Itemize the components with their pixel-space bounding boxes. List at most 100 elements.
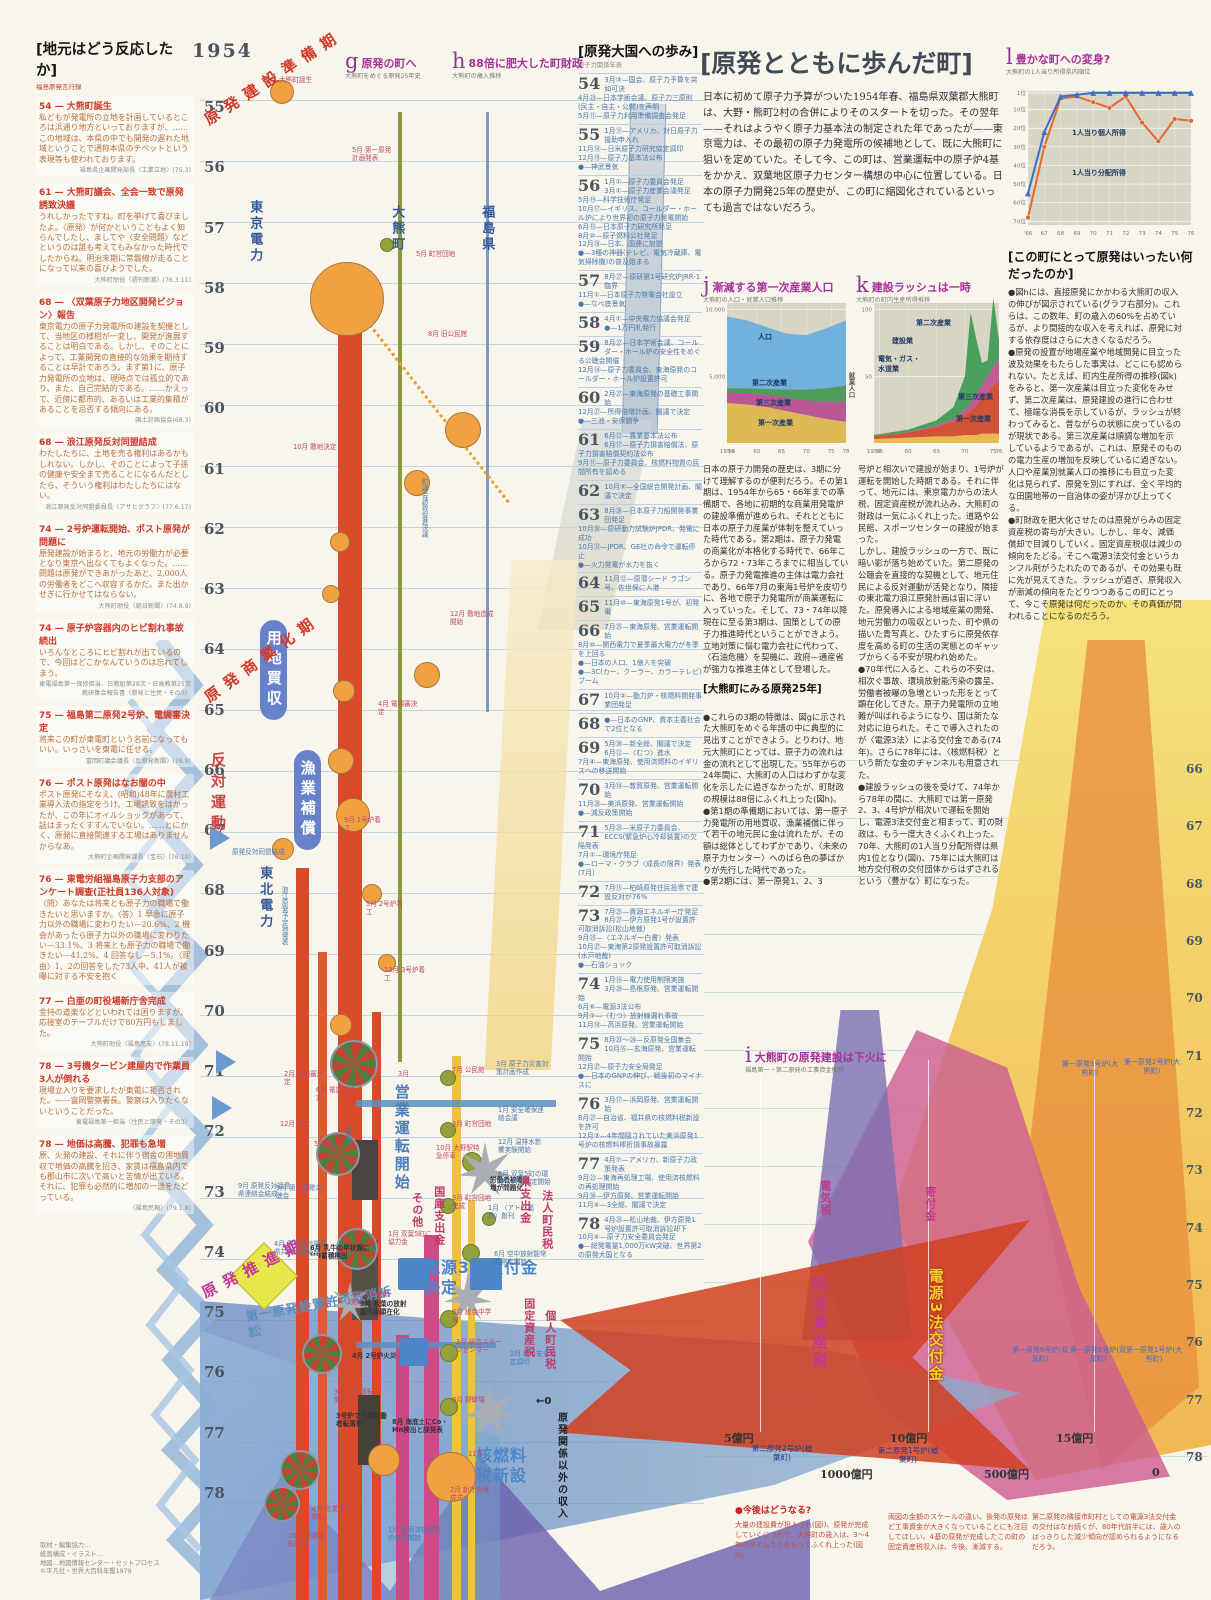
- year-tick: 76: [204, 1363, 225, 1382]
- chronology-year: 58: [578, 313, 601, 333]
- chronology-items: 4月㉕—松山地裁、伊方原発1号炉設置許可取消訴訟却下 10月④—原子力安全委員会…: [578, 1215, 702, 1260]
- central-label: 原発関係以外の収入: [555, 1412, 567, 1520]
- year-tick: 64: [204, 640, 225, 659]
- figure-k-title: 建設ラッシュは一時: [871, 281, 971, 294]
- chronology-items: 8月㉗—原研第1号研究炉JRR-1臨界 11月①—日本原子力発電会社設立 ●—な…: [578, 273, 701, 309]
- quote-source: 富岡町議会議長〈反原発新聞〉(78.9): [85, 757, 191, 765]
- quote-source: 大熊町企画開発課長〈宝石〉(76.10): [88, 854, 191, 862]
- figure-h-subtitle: 大熊町の歳入推移: [452, 73, 502, 80]
- central-mark: [398, 1258, 430, 1290]
- quote-source: 国土計画協会(68.3): [135, 417, 191, 425]
- chronology-year: 63: [578, 504, 601, 524]
- article-section2-text: ●これらの3期の特徴は、図gに示された大熊町をめぐる年譜の中に典型的に見出すこと…: [703, 711, 848, 887]
- central-label: 2月 新庁舎落成式: [450, 1486, 490, 1503]
- left-column-title: [地元はどう反応したか]: [36, 42, 174, 79]
- central-mark: [440, 1310, 458, 1328]
- okuma-town-line: [398, 112, 402, 1062]
- year-tick: 71: [1186, 1048, 1203, 1063]
- article-col1-text: 日本の原子力開発の歴史は、3期に分けて理解するのが便利だろう。その第1期は、19…: [703, 463, 849, 675]
- quote-heading: 68 — 〈双葉原子力地区開発ビジョン〉報告: [39, 297, 184, 321]
- central-label: 3月 町営団地: [452, 1120, 492, 1128]
- svg-text:75: 75: [990, 449, 998, 455]
- central-label: 法人町民税: [540, 1190, 554, 1250]
- year-tick: 76: [1186, 1335, 1203, 1350]
- central-label: 1月 安全確保連絡会議: [498, 1106, 544, 1123]
- figure-j-letter: j: [703, 273, 710, 297]
- year-tick: 77: [1186, 1392, 1203, 1407]
- central-label: 原発反対同盟結成: [232, 848, 285, 856]
- quote-heading: 74 — 原子炉容器内のヒビ割れ事故続出: [39, 623, 184, 647]
- year-tick: 78: [1186, 1449, 1203, 1464]
- year-tick: 62: [204, 519, 225, 538]
- figure-h-letter: h: [452, 49, 466, 73]
- money-label: 第二原発1号炉(楢葉町): [877, 1446, 939, 1465]
- chronology-entry: 60 2月㉗—東海原発の基礎工事開始 12月㉗—所得倍増計画、閣議で決定 ●—三…: [578, 387, 702, 429]
- svg-text:50: 50: [865, 374, 873, 380]
- chronology-entry: 61 6月⑫—農業基本法公布 6月⑰—原子力損害賠償法、原子力損害賠償契約法公布…: [578, 428, 702, 480]
- svg-text:50位: 50位: [1013, 180, 1026, 188]
- central-label: 10月 大野駅特急停車: [436, 1144, 480, 1161]
- money-label: 固定資産税: [809, 1276, 828, 1371]
- central-label: 12月 着工: [280, 1120, 311, 1128]
- quote-body: ポスト原発にそなえ、(昭和)48年に農村工業導入法の指定をうけ、工場誘致をはかっ…: [39, 789, 190, 851]
- svg-text:76: 76: [1187, 231, 1195, 237]
- daini-line-2: [396, 1335, 409, 1600]
- svg-text:55: 55: [876, 449, 884, 455]
- year-tick: 70: [204, 1001, 225, 1020]
- chronology-subtitle: 原子力関係年表: [578, 62, 623, 69]
- quote-heading: 68 — 浪江原発反対同盟結成: [39, 438, 157, 449]
- year-tick: 61: [204, 459, 225, 478]
- svg-text:30位: 30位: [1013, 143, 1026, 151]
- chart-l-series1-label: 1人当り個人所得: [1072, 129, 1126, 137]
- central-label: 10月 3号炉着工: [384, 966, 426, 983]
- chart-k-construction-label: 建設業: [892, 337, 913, 345]
- reactor3-line: [318, 952, 327, 1600]
- money-label: 第一原発3号炉(大熊町): [1061, 1060, 1119, 1077]
- chronology-items: 1月①—原子力委員会発足 3月①—原子力産業会議発足 5月⑲—科学技術庁発足 1…: [578, 177, 702, 267]
- central-label: 4月 2号炉火災: [352, 1352, 397, 1360]
- chronology-entry: 69 5月㉚—新全総、閣議で決定 6月⑫—〈むつ〉進水 7月④—東海原発、使用済…: [578, 737, 702, 779]
- quote-source: 東電福島第一保修担当、日教組第28次・日高教第25次教研集会報告書〈原発と住民・…: [39, 680, 191, 697]
- chronology-year: 55: [578, 124, 601, 144]
- figure-k-header: k 建設ラッシュは一時 大熊町の町内生産所得推移: [856, 275, 1006, 304]
- central-label: 12月 敷地造成開始: [450, 610, 494, 627]
- chronology-entry: 75 8月㉓〜㉔—反原発全国集会 10月⑮—玄海原発、営業運転開始 12月㉗—原…: [578, 1033, 702, 1093]
- central-mark: [270, 80, 294, 104]
- year-tick: 59: [204, 339, 225, 357]
- central-label: 漁業補償: [294, 750, 321, 850]
- quote-body: わたしたちに、土地を売る権利はあるかもしれない。しかし、そのことによって子孫の健…: [39, 449, 189, 501]
- central-label: 7月 営業運転開始: [350, 1290, 390, 1307]
- chart-j-tertiary-label: 第三次産業: [756, 399, 791, 407]
- chronology-year: 76: [578, 1093, 601, 1113]
- year-tick: 73: [204, 1182, 225, 1201]
- central-label: 10月 営業運転開始: [288, 1532, 325, 1549]
- year-tick: 69: [204, 941, 225, 960]
- figure-g-subtitle: 大熊町をめぐる原発25年史: [345, 73, 421, 80]
- svg-text:72: 72: [1122, 231, 1129, 237]
- central-mark: [380, 238, 394, 252]
- chronology-entry: 77 4月⑦—アメリカ、新原子力政策発表 9月㉒—東海再処理工場、使用済核燃料の…: [578, 1152, 702, 1213]
- money-gridline-5: [760, 1060, 761, 1432]
- svg-text:10,000: 10,000: [705, 308, 725, 314]
- chronology-entry: 62 10月⑤—全国総合開発計画、閣議で決定: [578, 479, 702, 504]
- svg-text:71: 71: [1106, 231, 1114, 237]
- svg-text:70: 70: [961, 449, 969, 455]
- central-label: その他: [410, 1192, 424, 1228]
- note-outlook: 第二原発の隣接市町村としての電源3法交付金の交付はなお続くが、80年代前半には、…: [1032, 1512, 1182, 1553]
- figure-j-header: j 漸減する第一次産業人口 大熊町の人口・就業人口推移: [703, 273, 853, 304]
- note-future-text: 大量の建設費が投入され(図i)、原発が完成していくにつれて、大熊町の歳入は、3〜…: [735, 1521, 870, 1560]
- svg-text:1954: 1954: [867, 449, 882, 455]
- quote-entry: 54 — 大熊町誕生 私どもが発電所の立地を計画しているところは浜通り地方といっ…: [36, 97, 194, 177]
- quote-body: 将来この町が東電町という名前になってもいい。いっさいを東電に任せる。: [39, 734, 189, 755]
- central-mark: [264, 1486, 300, 1522]
- chart-k-tertiary-label: 第三次産業: [958, 393, 993, 401]
- quote-heading: 76 — ポスト原発はなお闇の中: [39, 778, 166, 789]
- local-reaction-column: [地元はどう反応したか] 福島原発言行録 54 — 大熊町誕生 私どもが発電所の…: [36, 38, 194, 1221]
- central-label: 運転停止: [344, 1126, 353, 1153]
- svg-text:20位: 20位: [1013, 124, 1026, 132]
- grant-line-2: [468, 1200, 475, 1600]
- central-mark: [272, 838, 294, 860]
- central-mark: [210, 826, 230, 850]
- central-mark: [316, 1132, 360, 1176]
- year-tick: 70: [1186, 991, 1203, 1006]
